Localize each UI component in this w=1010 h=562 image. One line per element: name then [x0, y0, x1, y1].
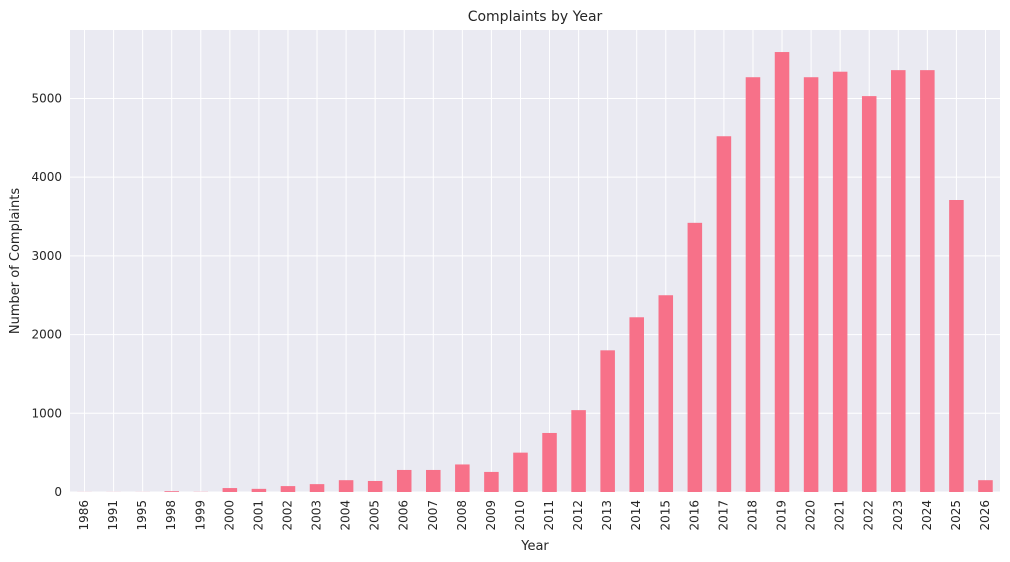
- bar-2000: [222, 488, 238, 492]
- x-tick-label: 2026: [978, 500, 992, 531]
- y-axis-title: Number of Complaints: [8, 188, 23, 334]
- x-tick-label: 2009: [484, 500, 498, 531]
- x-tick-label: 2025: [949, 500, 963, 531]
- x-tick-label: 2023: [891, 500, 905, 531]
- y-tick-label: 1000: [31, 406, 62, 420]
- bar-2017: [716, 136, 732, 492]
- x-tick-label: 2008: [455, 500, 469, 531]
- bar-2005: [367, 480, 383, 492]
- bar-2009: [484, 471, 499, 492]
- bar-2004: [338, 480, 354, 492]
- bar-2013: [600, 350, 615, 492]
- x-tick-label: 2006: [397, 500, 411, 531]
- chart-title: Complaints by Year: [468, 9, 603, 25]
- bar-1998: [164, 491, 179, 492]
- x-tick-label: 2012: [571, 500, 585, 531]
- x-tick-label: 2004: [339, 500, 353, 531]
- bar-2019: [774, 52, 790, 493]
- bar-2026: [978, 480, 993, 492]
- x-tick-label: 2007: [426, 500, 440, 531]
- bar-2018: [745, 77, 761, 492]
- x-tick-label: 2016: [687, 500, 701, 531]
- bar-2006: [396, 469, 412, 492]
- x-tick-label: 1998: [164, 500, 178, 531]
- bars: [77, 52, 993, 493]
- bar-2002: [280, 486, 296, 492]
- bar-2008: [455, 464, 470, 492]
- plot-area: [70, 30, 1000, 492]
- x-tick-label: 2014: [629, 500, 643, 531]
- bar-2003: [309, 484, 325, 492]
- y-tick-label: 5000: [31, 91, 62, 105]
- x-tick-label: 2018: [745, 500, 759, 531]
- x-tick-label: 2017: [716, 500, 730, 531]
- x-tick-label: 2010: [513, 500, 527, 531]
- bar-2012: [571, 410, 586, 492]
- bar-2016: [687, 222, 703, 492]
- x-tick-label: 2003: [310, 500, 324, 531]
- y-tick-label: 2000: [31, 328, 62, 342]
- x-tick-label: 2024: [920, 500, 934, 531]
- x-tick-label: 2005: [368, 500, 382, 531]
- bar-2015: [658, 295, 674, 492]
- x-tick-label: 2020: [804, 500, 818, 531]
- x-tick-label: 2000: [222, 500, 236, 531]
- y-tick-label: 4000: [31, 170, 62, 184]
- x-tick-label: 2015: [658, 500, 672, 531]
- x-tick-label: 2019: [775, 500, 789, 531]
- bar-2020: [803, 77, 819, 492]
- x-axis-title: Year: [520, 539, 549, 554]
- bar-2025: [949, 200, 964, 492]
- x-tick-label: 2013: [600, 500, 614, 531]
- bar-2021: [832, 71, 848, 492]
- x-tick-label: 2022: [862, 500, 876, 531]
- bar-2014: [629, 317, 644, 492]
- x-tick-label: 1986: [77, 500, 91, 531]
- x-tick-label: 1995: [135, 500, 149, 531]
- y-tick-label: 0: [54, 485, 62, 499]
- x-axis-ticks: 1986 1991 1995 1998 1999 2000 2001 2002 2003 2004…: [77, 500, 992, 531]
- bar-2001: [251, 488, 267, 492]
- y-tick-label: 3000: [31, 249, 62, 263]
- y-axis-ticks: 0 1000 2000 3000 4000 5000: [31, 91, 62, 499]
- bar-2010: [513, 452, 528, 492]
- bar-2023: [891, 70, 906, 492]
- x-tick-label: 2011: [542, 500, 556, 531]
- bar-2024: [920, 70, 935, 492]
- x-tick-label: 1999: [193, 500, 207, 531]
- bar-2011: [542, 432, 557, 492]
- x-tick-label: 1991: [106, 500, 120, 531]
- x-tick-label: 2021: [833, 500, 847, 531]
- bar-2007: [426, 469, 441, 492]
- x-tick-label: 2002: [280, 500, 294, 531]
- bar-2022: [861, 96, 877, 493]
- x-tick-label: 2001: [251, 500, 265, 531]
